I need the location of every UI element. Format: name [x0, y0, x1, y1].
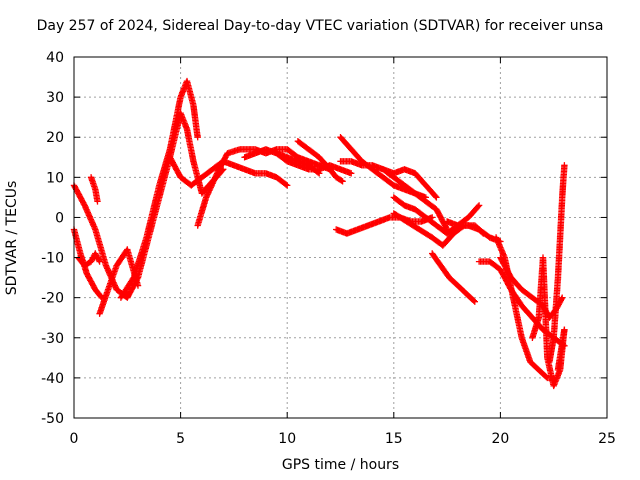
- x-tick-label: 25: [598, 431, 616, 447]
- data-point-markers: [390, 194, 483, 237]
- grid-lines: [74, 57, 607, 418]
- data-series-layer: [70, 77, 568, 390]
- data-point-markers: [87, 174, 101, 205]
- series-track-8: [194, 146, 333, 229]
- series-track-11: [273, 150, 323, 177]
- y-tick-label: -50: [41, 411, 64, 427]
- series-track-7: [166, 154, 291, 189]
- data-point-markers: [273, 150, 323, 177]
- data-point-markers: [294, 138, 346, 185]
- y-tick-label: 20: [46, 130, 64, 146]
- series-track-6: [117, 77, 201, 301]
- y-tick-label: 0: [55, 210, 64, 226]
- data-point-markers: [194, 146, 333, 229]
- x-tick-label: 10: [278, 431, 296, 447]
- data-point-markers: [117, 77, 201, 301]
- x-tick-label: 5: [176, 431, 185, 447]
- series-track-23: [546, 162, 568, 365]
- y-axis-label: SDTVAR / TECUs: [4, 180, 20, 296]
- x-tick-label: 15: [385, 431, 403, 447]
- series-track-16: [390, 194, 483, 237]
- series-track-4: [87, 174, 101, 205]
- series-track-14: [379, 166, 440, 201]
- series-track-18: [429, 250, 478, 305]
- y-tick-label: -30: [41, 331, 64, 347]
- series-track-25: [554, 326, 568, 374]
- y-tick-label: 30: [46, 90, 64, 106]
- chart-title: Day 257 of 2024, Sidereal Day-to-day VTE…: [36, 18, 604, 34]
- x-axis-label: GPS time / hours: [281, 457, 400, 473]
- data-point-markers: [546, 162, 568, 365]
- axis-ticks: 0 5 10 15 20 25 -50 -40 -30 -20 -10 0 10 20 30 40: [41, 50, 616, 447]
- data-point-markers: [429, 250, 478, 305]
- series-track-10: [294, 138, 346, 185]
- x-tick-label: 20: [491, 431, 509, 447]
- y-tick-label: 10: [46, 170, 64, 186]
- y-tick-label: 40: [46, 50, 64, 66]
- plot-frame: [73, 56, 608, 419]
- x-tick-label: 0: [70, 431, 79, 447]
- data-point-markers: [379, 166, 440, 201]
- data-point-markers: [166, 154, 291, 189]
- y-tick-label: -40: [41, 371, 64, 387]
- y-tick-label: -10: [41, 251, 64, 267]
- y-tick-label: -20: [41, 291, 64, 307]
- data-point-markers: [554, 326, 568, 374]
